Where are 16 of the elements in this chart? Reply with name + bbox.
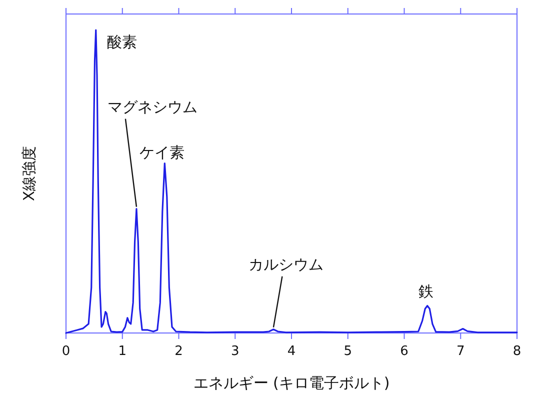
x-axis-title: エネルギー (キロ電子ボルト)	[193, 374, 390, 392]
x-tick-label: 6	[400, 344, 408, 359]
annotation: 鉄	[418, 282, 434, 301]
x-tick-label: 3	[230, 344, 240, 359]
annotation: マグネシウム	[107, 98, 198, 116]
x-tick-label: 5	[344, 344, 352, 359]
annotation: 酸素	[106, 33, 137, 51]
x-tick-label: 4	[287, 344, 296, 359]
x-tick-label: 8	[512, 344, 522, 359]
x-tick-label: 0	[62, 344, 70, 359]
x-tick-label: 2	[174, 344, 183, 359]
y-axis-title: X線強度	[20, 146, 38, 202]
x-tick-label: 1	[118, 344, 127, 359]
x-tick-label: 7	[456, 344, 465, 359]
annotation: ケイ素	[140, 143, 185, 162]
annotation: カルシウム	[248, 255, 324, 274]
